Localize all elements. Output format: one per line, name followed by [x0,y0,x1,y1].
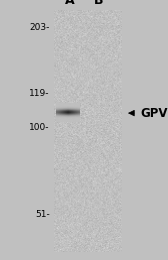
Text: 203-: 203- [29,23,50,32]
Text: 100-: 100- [29,123,50,132]
Text: 51-: 51- [35,210,50,219]
Text: 119-: 119- [29,89,50,98]
Text: B: B [94,0,104,6]
Text: A: A [65,0,75,6]
Text: GPVI: GPVI [140,107,168,120]
